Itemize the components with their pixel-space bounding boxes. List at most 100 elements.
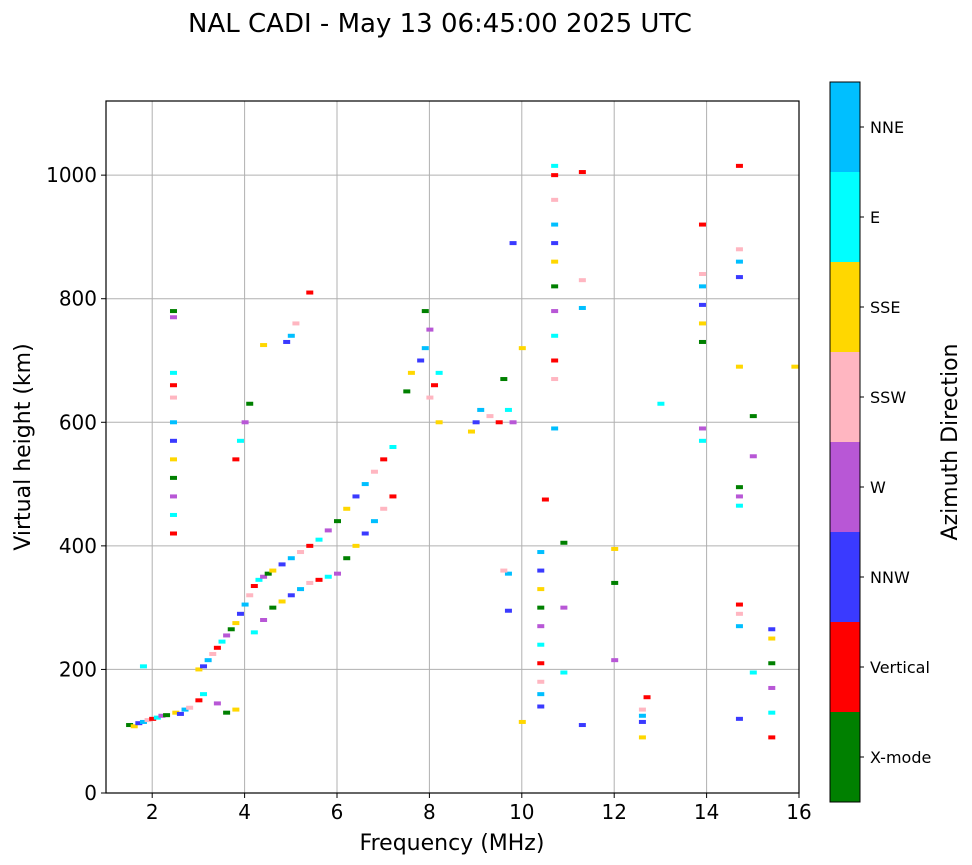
data-point bbox=[551, 163, 559, 168]
data-point bbox=[537, 704, 545, 709]
data-point bbox=[560, 540, 568, 545]
data-point bbox=[467, 429, 475, 434]
data-point bbox=[537, 624, 545, 629]
data-point bbox=[246, 593, 254, 598]
data-point bbox=[735, 275, 743, 280]
data-point bbox=[370, 469, 378, 474]
data-point bbox=[169, 494, 177, 499]
data-point bbox=[537, 568, 545, 573]
colorbar-tick-label: NNW bbox=[870, 568, 910, 587]
data-point bbox=[551, 259, 559, 264]
data-point bbox=[149, 716, 157, 721]
x-tick-label: 12 bbox=[601, 800, 626, 824]
data-point bbox=[735, 503, 743, 508]
data-point bbox=[172, 710, 180, 715]
data-point bbox=[176, 711, 184, 716]
data-point bbox=[537, 550, 545, 555]
data-point bbox=[169, 395, 177, 400]
data-point bbox=[518, 346, 526, 351]
data-point bbox=[698, 222, 706, 227]
x-tick-label: 16 bbox=[786, 800, 811, 824]
data-point bbox=[163, 713, 171, 718]
y-tick-label: 400 bbox=[59, 534, 97, 558]
data-point bbox=[361, 482, 369, 487]
data-point bbox=[139, 664, 147, 669]
x-tick-label: 6 bbox=[331, 800, 344, 824]
data-point bbox=[352, 543, 360, 548]
data-point bbox=[611, 546, 619, 551]
data-point bbox=[611, 580, 619, 585]
data-point bbox=[324, 528, 332, 533]
data-point bbox=[287, 556, 295, 561]
data-point bbox=[260, 574, 268, 579]
data-point bbox=[431, 383, 439, 388]
data-point bbox=[504, 571, 512, 576]
data-point bbox=[297, 550, 305, 555]
x-tick-label: 4 bbox=[238, 800, 251, 824]
data-point bbox=[768, 661, 776, 666]
data-point bbox=[232, 621, 240, 626]
data-point bbox=[768, 710, 776, 715]
data-point bbox=[292, 321, 300, 326]
data-point bbox=[236, 611, 244, 616]
data-point bbox=[657, 401, 665, 406]
data-point bbox=[578, 278, 586, 283]
data-point bbox=[223, 710, 231, 715]
data-point bbox=[551, 358, 559, 363]
data-point bbox=[389, 494, 397, 499]
data-point bbox=[269, 605, 277, 610]
colorbar-tick-label: SSW bbox=[870, 388, 906, 407]
data-point bbox=[195, 698, 203, 703]
colorbar-tick-label: NNE bbox=[870, 118, 904, 137]
data-point bbox=[537, 679, 545, 684]
y-axis-ticks: 0 200 400 600 800 1000 bbox=[46, 163, 106, 805]
data-point bbox=[250, 630, 258, 635]
data-point bbox=[551, 241, 559, 246]
data-point bbox=[204, 658, 212, 663]
data-point bbox=[551, 173, 559, 178]
data-point bbox=[218, 639, 226, 644]
colorbar: X-mode Vertical NNW W SSW SSE E NNE bbox=[829, 81, 931, 803]
colorbar-label: Azimuth Direction bbox=[938, 343, 963, 540]
colorbar-tick-label: SSE bbox=[870, 298, 900, 317]
data-point bbox=[768, 685, 776, 690]
data-point bbox=[287, 333, 295, 338]
data-point bbox=[735, 485, 743, 490]
data-point bbox=[551, 333, 559, 338]
data-marks bbox=[126, 163, 799, 740]
data-point bbox=[169, 383, 177, 388]
data-point bbox=[698, 438, 706, 443]
data-point bbox=[509, 241, 517, 246]
data-point bbox=[749, 454, 757, 459]
data-point bbox=[209, 651, 217, 656]
data-point bbox=[227, 627, 235, 632]
data-point bbox=[195, 667, 203, 672]
data-point bbox=[352, 494, 360, 499]
data-point bbox=[380, 506, 388, 511]
data-point bbox=[698, 284, 706, 289]
data-point bbox=[269, 568, 277, 573]
data-point bbox=[698, 321, 706, 326]
data-point bbox=[749, 670, 757, 675]
data-point bbox=[735, 163, 743, 168]
data-point bbox=[486, 414, 494, 419]
data-point bbox=[537, 605, 545, 610]
data-point bbox=[135, 721, 143, 726]
data-point bbox=[638, 735, 646, 740]
data-point bbox=[417, 358, 425, 363]
data-point bbox=[735, 611, 743, 616]
data-point bbox=[504, 407, 512, 412]
data-point bbox=[495, 420, 503, 425]
colorbar-segment bbox=[830, 532, 860, 622]
data-point bbox=[611, 658, 619, 663]
data-point bbox=[768, 636, 776, 641]
colorbar-segment bbox=[830, 262, 860, 352]
data-point bbox=[749, 414, 757, 419]
data-point bbox=[541, 497, 549, 502]
data-point bbox=[169, 420, 177, 425]
colorbar-tick-label: X-mode bbox=[870, 748, 931, 767]
data-point bbox=[551, 377, 559, 382]
data-point bbox=[735, 494, 743, 499]
data-point bbox=[638, 719, 646, 724]
